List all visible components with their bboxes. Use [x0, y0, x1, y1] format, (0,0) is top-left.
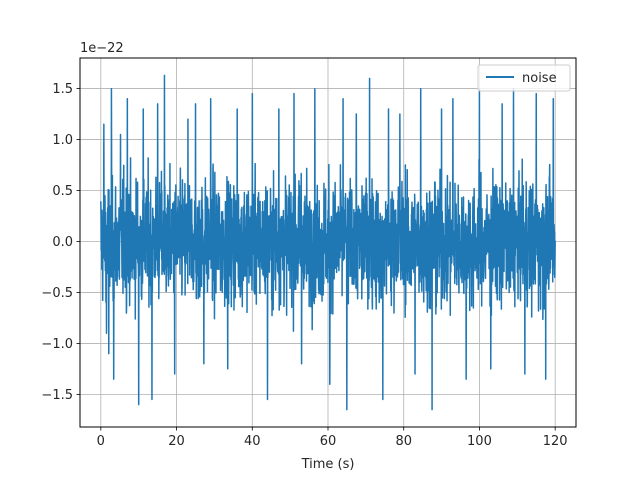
- x-tick-label: 80: [395, 434, 412, 449]
- y-tick-label: 0.0: [52, 235, 73, 250]
- y-tick-label: 1.0: [52, 133, 73, 148]
- x-tick-label: 120: [543, 434, 568, 449]
- y-tick-label: 1.5: [52, 82, 73, 97]
- y-tick-label: 0.5: [52, 184, 73, 199]
- legend-box: [477, 64, 571, 92]
- y-tick-label: −1.0: [41, 337, 73, 352]
- y-tick-label: −0.5: [41, 286, 73, 301]
- axis-ticks: 0 20 40 60 80 100 120 −1.5 −1.0 −0.5 0.0 0.5 1.0 1.5: [41, 82, 567, 449]
- x-tick-label: 40: [244, 434, 261, 449]
- x-tick-label: 100: [467, 434, 492, 449]
- legend: noise: [477, 64, 571, 92]
- x-tick-label: 20: [168, 434, 185, 449]
- y-offset-text: 1e−22: [80, 41, 124, 56]
- y-tick-label: −1.5: [41, 388, 73, 403]
- legend-label-noise: noise: [522, 71, 557, 86]
- x-tick-label: 0: [97, 434, 105, 449]
- x-tick-label: 60: [320, 434, 337, 449]
- x-axis-label: Time (s): [301, 457, 355, 472]
- plot-data: [100, 74, 556, 411]
- series-line-noise: [100, 74, 556, 411]
